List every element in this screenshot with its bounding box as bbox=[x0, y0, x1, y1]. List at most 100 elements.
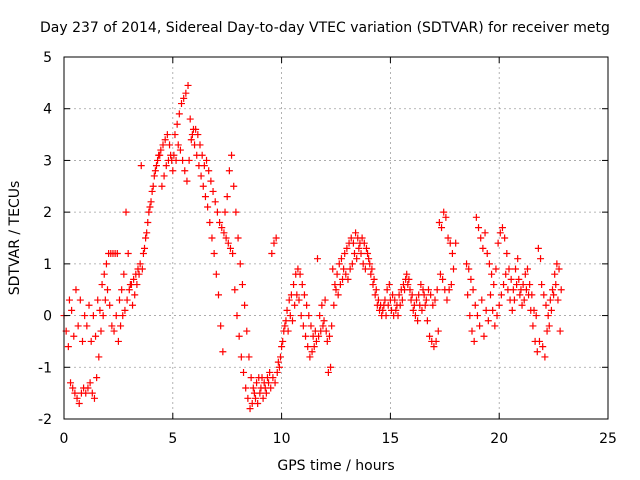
data-point bbox=[530, 306, 538, 314]
plot-frame bbox=[63, 56, 609, 420]
data-point bbox=[300, 291, 308, 299]
data-point bbox=[493, 312, 501, 320]
data-point bbox=[509, 286, 517, 294]
data-point bbox=[534, 244, 542, 252]
data-point bbox=[427, 291, 435, 299]
data-point bbox=[119, 312, 127, 320]
data-point bbox=[95, 353, 103, 361]
data-point bbox=[495, 301, 503, 309]
data-point bbox=[514, 255, 522, 263]
data-point bbox=[112, 312, 120, 320]
data-point bbox=[229, 250, 237, 258]
data-point bbox=[518, 301, 526, 309]
data-point bbox=[430, 343, 438, 351]
data-point bbox=[424, 286, 432, 294]
data-point bbox=[156, 151, 164, 159]
data-point bbox=[170, 151, 178, 159]
data-point bbox=[243, 327, 251, 335]
data-point bbox=[447, 281, 455, 289]
data-point bbox=[133, 281, 141, 289]
data-point bbox=[70, 332, 78, 340]
data-point bbox=[327, 363, 335, 371]
data-point bbox=[557, 286, 565, 294]
data-point bbox=[96, 306, 104, 314]
data-point bbox=[538, 281, 546, 289]
data-point bbox=[406, 286, 414, 294]
data-point bbox=[471, 301, 479, 309]
data-point bbox=[421, 301, 429, 309]
data-point bbox=[520, 296, 528, 304]
data-point bbox=[414, 317, 422, 325]
data-point bbox=[269, 374, 277, 382]
data-point bbox=[73, 394, 81, 402]
data-point bbox=[102, 260, 110, 268]
data-point bbox=[435, 218, 443, 226]
data-point bbox=[113, 250, 121, 258]
data-point bbox=[299, 322, 307, 330]
data-point bbox=[353, 255, 361, 263]
data-point bbox=[552, 281, 560, 289]
data-point bbox=[544, 312, 552, 320]
y-tick-label: 2 bbox=[43, 205, 52, 221]
data-point bbox=[473, 312, 481, 320]
data-point bbox=[501, 234, 509, 242]
data-point bbox=[172, 156, 180, 164]
data-point bbox=[442, 213, 450, 221]
data-point bbox=[92, 332, 100, 340]
data-point bbox=[226, 244, 234, 252]
data-point bbox=[532, 312, 540, 320]
data-point bbox=[337, 255, 345, 263]
data-point bbox=[203, 156, 211, 164]
data-point bbox=[322, 327, 330, 335]
data-point bbox=[297, 312, 305, 320]
data-point bbox=[429, 301, 437, 309]
data-point bbox=[542, 301, 550, 309]
data-point bbox=[275, 363, 283, 371]
data-point bbox=[502, 270, 510, 278]
data-point bbox=[197, 172, 205, 180]
data-point bbox=[162, 162, 170, 170]
data-point bbox=[286, 312, 294, 320]
data-point bbox=[282, 317, 290, 325]
chart-title: Day 237 of 2014, Sidereal Day-to-day VTE… bbox=[40, 20, 610, 36]
data-point bbox=[349, 239, 357, 247]
data-point bbox=[555, 265, 563, 273]
data-point bbox=[207, 177, 215, 185]
data-point bbox=[467, 275, 475, 283]
data-point bbox=[186, 115, 194, 123]
data-point bbox=[358, 234, 366, 242]
data-point bbox=[149, 182, 157, 190]
data-point bbox=[470, 337, 478, 345]
data-point bbox=[108, 322, 116, 330]
data-point bbox=[468, 327, 476, 335]
data-point bbox=[543, 327, 551, 335]
data-point bbox=[423, 317, 431, 325]
data-point bbox=[121, 306, 129, 314]
data-point bbox=[212, 270, 220, 278]
data-point bbox=[281, 322, 289, 330]
data-point bbox=[184, 81, 192, 89]
data-point bbox=[526, 281, 534, 289]
data-point bbox=[266, 368, 274, 376]
data-point bbox=[82, 389, 90, 397]
data-point bbox=[431, 296, 439, 304]
data-point bbox=[224, 239, 232, 247]
data-point bbox=[540, 291, 548, 299]
data-point bbox=[510, 296, 518, 304]
data-point bbox=[324, 368, 332, 376]
data-point bbox=[472, 213, 480, 221]
data-point bbox=[513, 281, 521, 289]
data-point bbox=[367, 270, 375, 278]
data-point bbox=[403, 270, 411, 278]
data-point bbox=[547, 306, 555, 314]
data-point bbox=[466, 312, 474, 320]
data-point bbox=[448, 250, 456, 258]
data-point bbox=[352, 229, 360, 237]
data-point bbox=[135, 270, 143, 278]
data-point bbox=[432, 337, 440, 345]
data-point bbox=[342, 270, 350, 278]
data-point bbox=[426, 332, 434, 340]
data-point bbox=[332, 286, 340, 294]
data-point bbox=[341, 250, 349, 258]
